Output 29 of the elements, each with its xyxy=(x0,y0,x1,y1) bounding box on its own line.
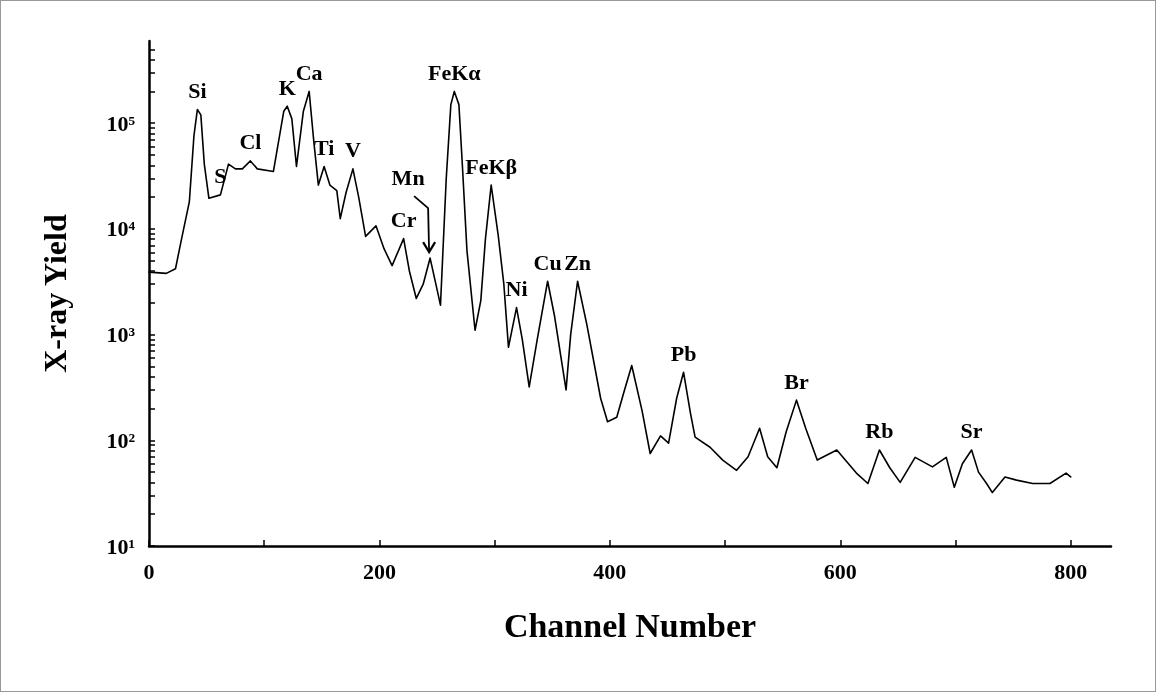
annotation: Si xyxy=(188,77,207,103)
x-tick-label: 800 xyxy=(1054,558,1088,584)
annotation: Cl xyxy=(239,129,262,155)
x-tick-label: 0 xyxy=(143,558,155,584)
annotation: Ca xyxy=(295,59,323,85)
annotation: Ni xyxy=(505,276,528,302)
annotation: Rb xyxy=(865,418,894,444)
y-tick-label: 10² xyxy=(106,427,136,453)
y-tick-label: 10¹ xyxy=(106,533,135,559)
y-tick-label: 10³ xyxy=(106,322,136,348)
x-tick-label: 400 xyxy=(593,558,627,584)
y-axis-title: X-ray Yield xyxy=(37,214,73,373)
y-tick-label: 10⁴ xyxy=(106,216,136,242)
annotation: Mn xyxy=(391,164,425,190)
annotation: V xyxy=(344,137,361,163)
x-tick-label: 600 xyxy=(823,558,857,584)
annotation: Cr xyxy=(390,207,417,233)
annotation: K xyxy=(278,74,296,100)
annotation: Pb xyxy=(670,340,697,366)
annotation: S xyxy=(214,163,227,189)
y-tick-label: 10⁵ xyxy=(106,110,136,136)
annotation: Br xyxy=(784,368,809,394)
annotation: FeKα xyxy=(428,59,482,85)
annotation: Zn xyxy=(564,249,592,275)
x-axis-title: Channel Number xyxy=(503,606,757,644)
annotation: Cu xyxy=(533,249,562,275)
annotation: FeKβ xyxy=(465,153,518,179)
x-tick-label: 200 xyxy=(362,558,396,584)
annotation: Sr xyxy=(960,418,983,444)
